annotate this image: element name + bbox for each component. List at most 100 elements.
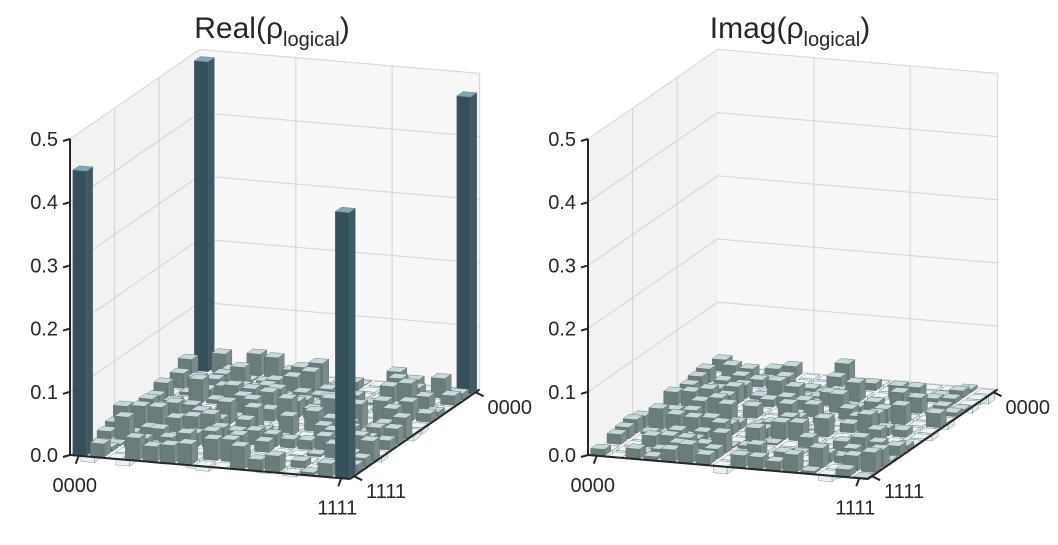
z-tick-mark — [62, 201, 71, 206]
z-tick-mark — [580, 454, 589, 458]
bar-large — [334, 206, 356, 479]
real-part-panel: Real(ρlogical) 0.0 0.1 0.2 0.3 0.4 0.5 0000 111… — [30, 12, 532, 519]
x-tick-label: 0000 — [53, 475, 98, 497]
bar — [415, 408, 437, 423]
bar — [297, 434, 319, 451]
bar — [263, 352, 285, 379]
back-pane-left — [70, 49, 200, 456]
z-tick-mark — [62, 138, 71, 142]
z-tick-mark — [580, 390, 589, 395]
bar — [844, 377, 867, 403]
x-tick-mark — [855, 477, 861, 487]
bar — [890, 400, 912, 426]
bar — [590, 443, 612, 457]
bar — [440, 390, 462, 406]
bar — [745, 422, 767, 445]
imaginary-part-title: Imag(ρlogical) — [710, 12, 870, 51]
bar — [770, 416, 792, 441]
bar — [159, 439, 181, 464]
bar — [648, 403, 670, 430]
bar-large — [193, 56, 215, 373]
bar — [229, 440, 251, 470]
z-tick-mark — [62, 327, 71, 332]
bar — [800, 465, 822, 475]
z-tick-label: 0.2 — [548, 319, 576, 341]
z-tick-label: 0.4 — [30, 192, 58, 214]
y-tick-label: 0000 — [1006, 397, 1051, 419]
y-axis-line — [867, 388, 999, 480]
z-tick-label: 0.5 — [548, 129, 576, 151]
bar — [747, 451, 769, 470]
z-tick-mark — [62, 390, 71, 395]
z-tick-label: 0.3 — [548, 255, 576, 277]
x-tick-label: 1111 — [317, 497, 357, 519]
z-gridline — [587, 238, 998, 330]
bar — [641, 430, 663, 448]
bar — [742, 400, 764, 419]
back-pane-right — [717, 49, 998, 390]
z-tick-label: 0.3 — [30, 255, 58, 277]
z-tick-label: 0.4 — [548, 192, 576, 214]
bar — [89, 438, 111, 458]
bar — [625, 443, 647, 460]
x-tick-label: 1111 — [835, 497, 875, 519]
bar — [677, 439, 699, 464]
z-tick-label: 0.0 — [548, 445, 576, 467]
z-gridline — [587, 301, 998, 393]
z-tick-label: 0.0 — [30, 445, 58, 467]
bar — [660, 444, 682, 463]
z-gridline — [587, 48, 998, 140]
bar — [765, 456, 787, 472]
bar — [606, 428, 628, 445]
y-tick-label: 0000 — [488, 397, 533, 419]
bar — [303, 405, 326, 432]
y-tick-label: 1111 — [884, 481, 924, 503]
z-tick-label: 0.1 — [30, 382, 58, 404]
bar — [663, 386, 685, 406]
bar — [782, 449, 804, 473]
y-tick-mark — [871, 475, 881, 482]
y-tick-mark — [353, 475, 363, 482]
z-tick-mark — [580, 201, 589, 206]
back-pane-left — [588, 49, 718, 456]
bar — [808, 442, 830, 469]
bar-large — [456, 91, 478, 395]
z-gridline — [587, 112, 998, 203]
y-tick-mark — [993, 391, 1002, 398]
z-gridline — [69, 48, 480, 140]
imaginary-part-panel: Imag(ρlogical) 0.0 0.1 0.2 0.3 0.4 0.5 0000 111… — [548, 12, 1050, 519]
bar — [317, 458, 339, 478]
y-axis-line — [349, 388, 481, 480]
bar — [254, 436, 276, 453]
y-tick-label: 1111 — [366, 481, 406, 503]
bar — [188, 373, 210, 404]
bar — [813, 413, 835, 438]
real-part-title: Real(ρlogical) — [194, 12, 349, 51]
x-axis-line — [587, 454, 869, 480]
bar-large — [72, 165, 94, 457]
x-tick-mark — [74, 455, 80, 465]
z-tick-label: 0.1 — [548, 382, 576, 404]
bar — [932, 400, 954, 410]
bar — [925, 407, 947, 429]
bar — [290, 455, 312, 469]
x-tick-mark — [337, 477, 343, 487]
z-gridline — [587, 175, 998, 266]
bar — [264, 450, 286, 473]
bar — [891, 424, 914, 438]
bar — [730, 449, 752, 469]
z-tick-label: 0.2 — [30, 319, 58, 341]
bar — [839, 418, 861, 434]
bar — [124, 432, 146, 461]
bar — [202, 433, 224, 461]
bar — [826, 371, 848, 389]
bar — [247, 454, 269, 472]
z-tick-mark — [580, 138, 589, 142]
bar — [279, 433, 301, 449]
bar — [289, 449, 311, 457]
bar — [695, 449, 717, 466]
y-tick-mark — [475, 391, 484, 398]
z-tick-mark — [580, 327, 589, 332]
x-tick-label: 0000 — [571, 475, 616, 497]
